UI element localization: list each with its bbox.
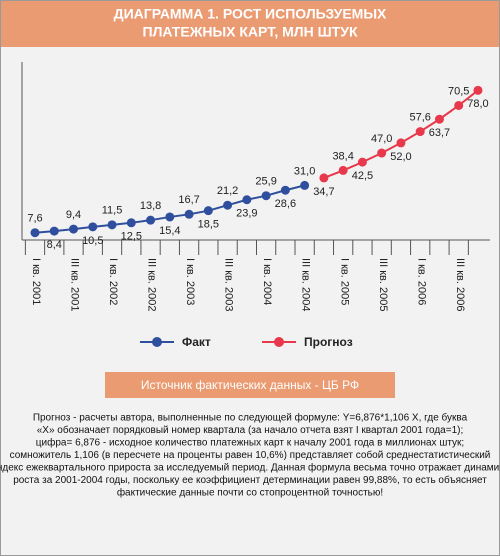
point — [415, 127, 425, 137]
value-label: 23,9 — [236, 208, 257, 220]
point — [165, 212, 175, 222]
x-tick-label: III кв. 2003 — [223, 258, 235, 311]
value-label: 47,0 — [371, 133, 392, 145]
x-tick-label: I кв. 2002 — [107, 258, 119, 305]
x-tick-label: III кв. 2002 — [146, 258, 158, 311]
point — [261, 191, 271, 201]
point — [242, 195, 252, 205]
note-line: роста за 2001-2004 годы, поскольку ее ко… — [13, 474, 487, 486]
point — [357, 157, 367, 167]
point — [319, 173, 329, 183]
x-tick-label: I кв. 2005 — [338, 258, 350, 305]
header-band — [1, 1, 499, 47]
value-label: 25,9 — [255, 176, 276, 188]
note-line: цифра= 6,876 - исходное количество плате… — [36, 437, 464, 449]
point — [88, 222, 98, 232]
value-label: 7,6 — [27, 213, 42, 225]
point — [107, 220, 117, 230]
point — [338, 165, 348, 175]
legend-label: Прогноз — [304, 335, 353, 349]
note-line: фактические данные почти со стопроцентно… — [117, 487, 383, 499]
x-tick-label: III кв. 2004 — [300, 258, 312, 311]
value-label: 78,0 — [467, 98, 488, 110]
x-tick-label: I кв. 2003 — [184, 258, 196, 305]
value-label: 70,5 — [448, 85, 469, 97]
x-tick-label: III кв. 2001 — [69, 258, 81, 311]
title-line: ДИАГРАММА 1. РОСТ ИСПОЛЬЗУЕМЫХ — [114, 6, 387, 22]
source: Источник фактических данных - ЦБ РФ — [141, 378, 359, 392]
value-label: 16,7 — [178, 194, 199, 206]
point — [300, 180, 310, 190]
point — [473, 85, 483, 95]
x-tick-label: III кв. 2006 — [454, 258, 466, 311]
point — [223, 200, 233, 210]
value-label: 38,4 — [332, 150, 353, 162]
value-label: 12,5 — [121, 231, 142, 243]
point — [184, 209, 194, 219]
value-label: 31,0 — [294, 165, 315, 177]
note-line: индекс ежеквартального прироста за иссле… — [0, 462, 500, 474]
value-label: 34,7 — [313, 186, 334, 198]
point — [49, 226, 59, 236]
value-label: 9,4 — [66, 209, 81, 221]
legend-marker — [274, 337, 284, 347]
source-band — [105, 372, 395, 398]
point — [203, 206, 213, 216]
x-tick-label: I кв. 2004 — [261, 258, 273, 305]
note-line: Прогноз - расчеты автора, выполненные по… — [33, 412, 468, 424]
point — [377, 148, 387, 158]
point — [30, 228, 40, 238]
value-label: 63,7 — [429, 127, 450, 139]
value-label: 18,5 — [198, 219, 219, 231]
point — [69, 224, 79, 234]
legend-marker — [152, 337, 162, 347]
note-line: сомножитель 1,106 (в пересчете на процен… — [10, 449, 491, 461]
value-label: 21,2 — [217, 185, 238, 197]
value-label: 28,6 — [275, 198, 296, 210]
value-label: 15,4 — [159, 225, 180, 237]
legend-label: Факт — [182, 335, 211, 349]
point — [396, 138, 406, 148]
value-label: 13,8 — [140, 200, 161, 212]
x-tick-label: III кв. 2005 — [377, 258, 389, 311]
point — [434, 114, 444, 124]
value-label: 52,0 — [390, 151, 411, 163]
x-tick-label: I кв. 2001 — [30, 258, 42, 305]
point — [280, 185, 290, 195]
value-label: 11,5 — [102, 205, 123, 217]
title-line: ПЛАТЕЖНЫХ КАРТ, МЛН ШТУК — [143, 24, 358, 40]
value-label: 10,5 — [82, 235, 103, 247]
point — [454, 100, 464, 110]
point — [126, 218, 136, 228]
value-label: 57,6 — [409, 111, 430, 123]
value-label: 8,4 — [47, 239, 62, 251]
x-tick-label: I кв. 2006 — [415, 258, 427, 305]
note-line: «Х» обозначает порядковый номер квартала… — [37, 424, 464, 436]
value-label: 42,5 — [352, 170, 373, 182]
point — [146, 215, 156, 225]
